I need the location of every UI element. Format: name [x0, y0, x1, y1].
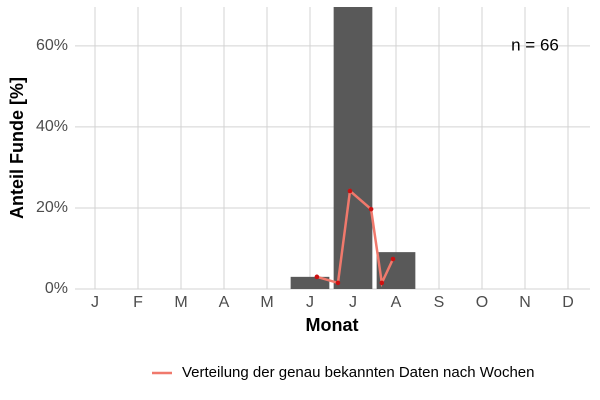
line: [316, 188, 395, 288]
y-tick-label: 20%: [36, 199, 68, 216]
y-axis-label: Anteil Funde [%]: [7, 77, 27, 219]
x-tick-label: J: [349, 294, 357, 311]
y-tick-label: 40%: [36, 118, 68, 135]
line-point: [314, 274, 320, 280]
legend: Verteilung der genau bekannten Daten nac…: [152, 364, 535, 381]
bar: [333, 7, 373, 289]
line-point: [379, 280, 385, 286]
x-tick-label: S: [434, 294, 445, 311]
y-tick-label: 60%: [36, 37, 68, 54]
x-tick-label: F: [133, 294, 143, 311]
x-tick-label: N: [519, 294, 531, 311]
y-tick-label: 0%: [45, 280, 68, 297]
x-tick-label: A: [391, 294, 402, 311]
annotation: n = 66: [511, 35, 559, 54]
line-point: [335, 280, 341, 286]
x-tick-label: J: [91, 294, 99, 311]
x-tick-label: A: [219, 294, 230, 311]
bar: [290, 276, 330, 289]
x-tick-label: J: [306, 294, 314, 311]
bar-layer: [290, 7, 416, 289]
line-point: [390, 256, 396, 262]
line-point: [368, 206, 374, 212]
x-axis-label: Monat: [306, 315, 359, 335]
line-point: [347, 188, 353, 194]
x-tick-label: M: [260, 294, 273, 311]
line-layer: [314, 188, 396, 288]
legend-label: Verteilung der genau bekannten Daten nac…: [182, 364, 535, 381]
x-tick-label: O: [476, 294, 488, 311]
x-tick-label: M: [174, 294, 187, 311]
x-tick-label: D: [562, 294, 574, 311]
